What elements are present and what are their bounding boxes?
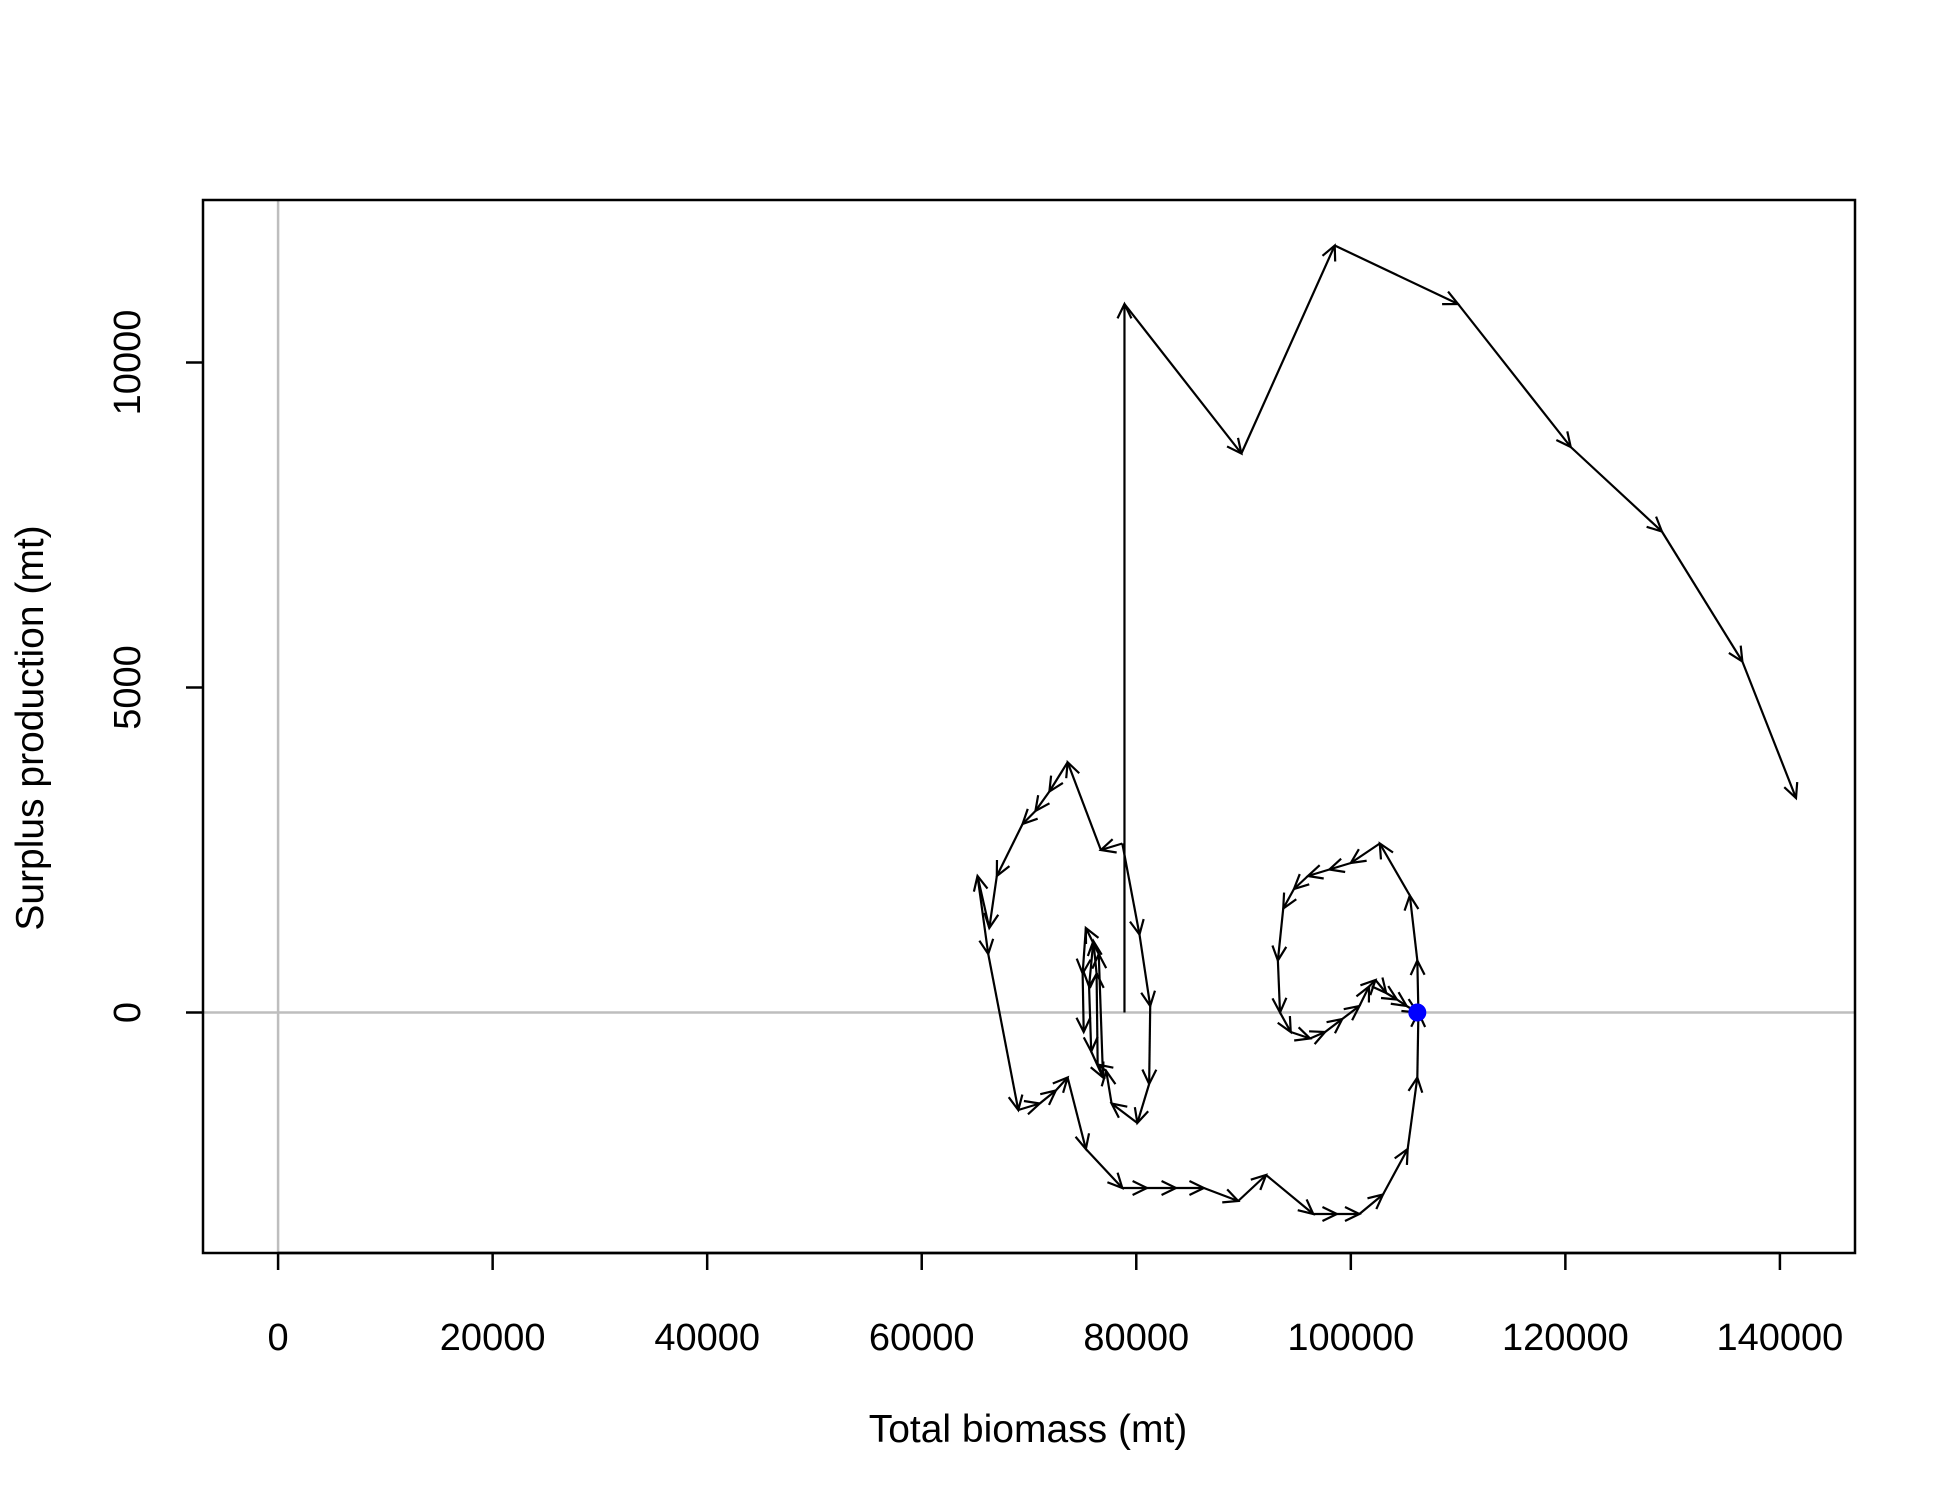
- trajectory-segment: [1324, 1018, 1343, 1033]
- trajectory-segment: [1265, 1174, 1314, 1215]
- x-tick-label: 140000: [1717, 1317, 1844, 1359]
- arrow-head: [1033, 795, 1051, 814]
- trajectory-segment: [1276, 960, 1282, 1013]
- arrow-head: [1728, 645, 1744, 664]
- trajectory-segment: [1138, 934, 1152, 1007]
- x-tick-label: 80000: [1083, 1317, 1189, 1359]
- trajectory-segment: [1350, 842, 1381, 864]
- trajectory-segment: [1087, 940, 1095, 987]
- x-axis-label: Total biomass (mt): [869, 1408, 1188, 1451]
- trajectory-segment: [1100, 842, 1123, 852]
- trajectory-segment: [1110, 1102, 1139, 1124]
- y-tick-label: 5000: [107, 645, 149, 730]
- trajectory-segment: [1279, 1011, 1292, 1033]
- x-tick-label: 100000: [1287, 1317, 1414, 1359]
- arrow-head: [1783, 781, 1799, 801]
- axis-layer: 0 20000 40000 60000 80000 100000 120000 140000 0…: [107, 198, 1857, 1359]
- trajectory-segment: [1406, 1077, 1419, 1150]
- trajectory-segment: [1017, 1102, 1041, 1112]
- trajectory-segment: [1309, 1030, 1326, 1040]
- trajectory-segment: [1416, 1012, 1420, 1078]
- trajectory-segment: [1105, 1070, 1113, 1104]
- trajectory-segment: [1123, 303, 1243, 455]
- y-tick-label: 0: [107, 1002, 149, 1023]
- trajectory-segment: [1081, 973, 1085, 1033]
- trajectory-segment: [1021, 810, 1037, 825]
- trajectory-segment: [1084, 927, 1100, 955]
- arrow-head: [1075, 1017, 1092, 1035]
- trajectory-segment: [988, 875, 998, 929]
- arrow-head: [1048, 775, 1064, 794]
- trajectory-segment: [1378, 842, 1411, 897]
- x-tick-label: 0: [268, 1317, 289, 1359]
- trajectory-segment: [987, 953, 1020, 1111]
- trajectory-segment: [1203, 1186, 1239, 1203]
- trajectory-segment: [1237, 1174, 1267, 1202]
- y-axis-label: Surplus production (mt): [9, 525, 52, 930]
- final-year-point: [1408, 1003, 1427, 1022]
- x-tick-label: 40000: [654, 1317, 760, 1359]
- trajectory-segment: [1660, 530, 1744, 663]
- plot-frame: [201, 198, 1857, 1255]
- x-tick-label: 120000: [1502, 1317, 1629, 1359]
- trajectory-segment: [1334, 244, 1459, 305]
- trajectory-segment: [1358, 986, 1371, 1007]
- trajectory-segment: [1293, 875, 1309, 890]
- trajectory-segment: [1034, 790, 1051, 812]
- trajectory-segment: [1081, 927, 1087, 974]
- trajectory-segment: [1097, 953, 1105, 1078]
- trajectory-segment: [1066, 1077, 1087, 1150]
- trajectory-segment: [1095, 973, 1099, 1065]
- trajectory-segment: [1358, 1193, 1384, 1215]
- trajectory-segment: [1569, 446, 1663, 533]
- trajectory-segment: [1741, 661, 1798, 799]
- trajectory-segment: [1307, 868, 1330, 878]
- trajectory-segment: [1329, 861, 1352, 871]
- trajectory-segment: [1374, 979, 1388, 994]
- trajectory-segment: [1457, 303, 1572, 448]
- y-tick-label: 10000: [107, 310, 149, 416]
- trajectory-segment: [1341, 1005, 1361, 1020]
- trajectory-segment: [1276, 908, 1285, 961]
- plot-layer: [203, 200, 1855, 1253]
- trajectory-segment: [1290, 1030, 1311, 1040]
- x-tick-label: 60000: [869, 1317, 975, 1359]
- trajectory-segment: [1055, 1076, 1069, 1092]
- trajectory-segment: [1090, 1051, 1105, 1078]
- arrow-head: [1348, 848, 1367, 865]
- trajectory-segment: [1148, 1005, 1152, 1085]
- trajectory-segment: [1282, 888, 1295, 910]
- trajectory-segment: [1382, 1148, 1409, 1196]
- trajectory-segment: [976, 875, 990, 955]
- trajectory-segment: [1066, 761, 1102, 851]
- trajectory-segment: [1136, 1083, 1151, 1124]
- trajectory-segment: [1085, 1148, 1124, 1189]
- x-tick-label: 20000: [440, 1317, 546, 1359]
- trajectory-segment: [1039, 1089, 1057, 1105]
- trajectory-segment: [1121, 843, 1141, 935]
- trajectory-segment: [995, 823, 1024, 877]
- trajectory-segment: [1048, 761, 1069, 793]
- trajectory-segment: [1408, 895, 1419, 961]
- trajectory-segment: [1240, 245, 1336, 454]
